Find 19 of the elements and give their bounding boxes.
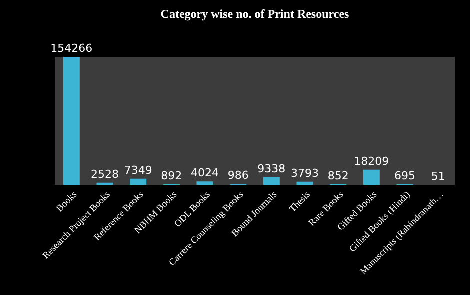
bar xyxy=(363,170,380,185)
data-label: 154266 xyxy=(50,42,93,55)
bar xyxy=(296,182,314,185)
data-label: 51 xyxy=(431,170,446,183)
data-label: 4024 xyxy=(191,166,219,180)
bar xyxy=(263,177,280,185)
data-label: 3793 xyxy=(291,166,319,180)
data-label: 9338 xyxy=(258,162,286,176)
data-label: 2528 xyxy=(91,168,119,181)
data-label: 986 xyxy=(228,169,249,182)
data-label: 695 xyxy=(394,169,416,182)
data-label: 852 xyxy=(328,169,349,182)
bar xyxy=(130,178,147,185)
bar xyxy=(196,182,214,185)
bar xyxy=(63,57,80,185)
data-label: 7349 xyxy=(124,164,152,177)
chart-title: Category wise no. of Print Resources xyxy=(160,7,350,21)
data-label: 892 xyxy=(161,169,182,182)
data-label: 18209 xyxy=(354,154,390,168)
